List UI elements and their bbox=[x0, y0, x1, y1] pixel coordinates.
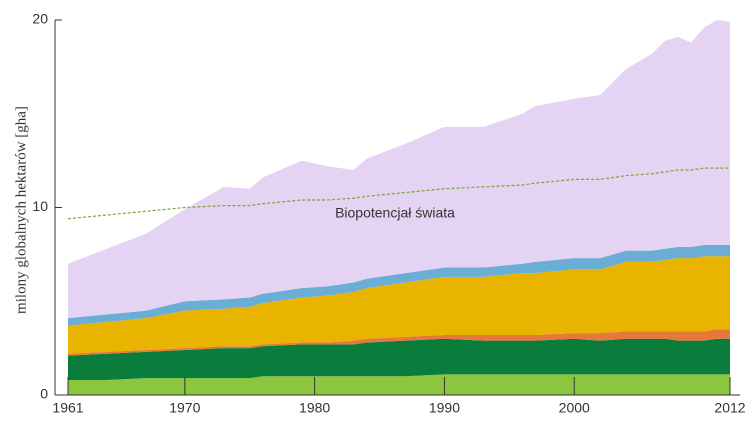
biocapacity-line bbox=[67, 167, 730, 220]
annotation: Biopotencjał świata bbox=[335, 205, 455, 221]
x-tick-label: 1970 bbox=[169, 400, 200, 416]
y-tick-label: 0 bbox=[40, 386, 48, 402]
area bbox=[68, 245, 730, 326]
x-tick-label: 2000 bbox=[559, 400, 590, 416]
x-tick-label: 2012 bbox=[714, 400, 745, 416]
x-tick-label: 1990 bbox=[429, 400, 460, 416]
area bbox=[68, 338, 730, 380]
area bbox=[68, 256, 730, 354]
area bbox=[68, 374, 730, 395]
y-tick-label: 10 bbox=[32, 198, 48, 214]
y-axis-label: milony globalnych hektarów [gha] bbox=[13, 106, 29, 314]
area bbox=[68, 329, 730, 356]
y-tick-label: 20 bbox=[32, 11, 48, 27]
x-tick-label: 1980 bbox=[299, 400, 330, 416]
x-tick-label: 1961 bbox=[52, 400, 83, 416]
area bbox=[68, 20, 730, 319]
